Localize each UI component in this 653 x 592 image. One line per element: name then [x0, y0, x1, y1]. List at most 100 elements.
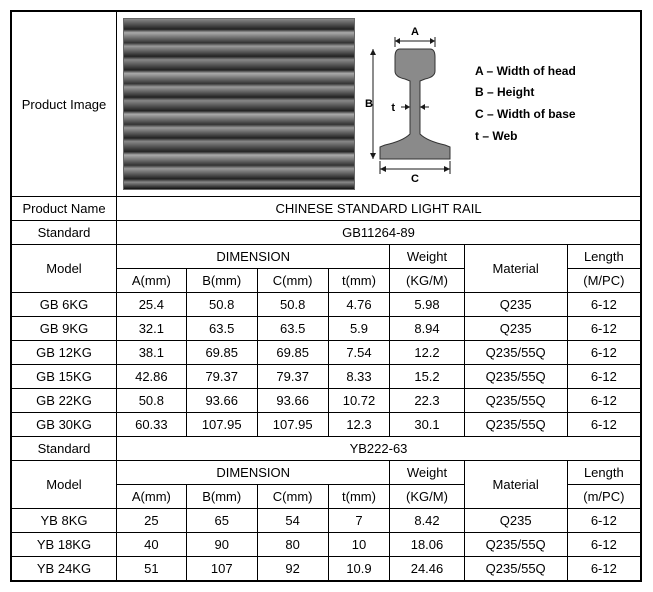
product-image-cell: A B t [117, 12, 641, 197]
standard1-row: Standard GB11264-89 [12, 221, 641, 245]
cell-model: GB 9KG [12, 317, 117, 341]
table-row: YB 24KG511079210.924.46Q235/55Q6-12 [12, 557, 641, 581]
col-t: t(mm) [328, 269, 390, 293]
cell-w: 22.3 [390, 389, 464, 413]
cell-w: 12.2 [390, 341, 464, 365]
cell-b: 69.85 [186, 341, 257, 365]
cell-len: 6-12 [567, 365, 640, 389]
col-t2: t(mm) [328, 485, 390, 509]
col-a: A(mm) [117, 269, 187, 293]
cell-len: 6-12 [567, 341, 640, 365]
cell-len: 6-12 [567, 389, 640, 413]
model-header: Model [12, 245, 117, 293]
cell-c: 79.37 [257, 365, 328, 389]
weight-header: Weight [390, 245, 464, 269]
cell-b: 93.66 [186, 389, 257, 413]
table-row: YB 18KG4090801018.06Q235/55Q6-12 [12, 533, 641, 557]
cell-w: 8.94 [390, 317, 464, 341]
cell-model: GB 6KG [12, 293, 117, 317]
cell-b: 107.95 [186, 413, 257, 437]
cell-c: 80 [257, 533, 328, 557]
cell-b: 90 [186, 533, 257, 557]
col-c: C(mm) [257, 269, 328, 293]
cell-len: 6-12 [567, 557, 640, 581]
cell-a: 32.1 [117, 317, 187, 341]
col-length-unit: (M/PC) [567, 269, 640, 293]
col-a2: A(mm) [117, 485, 187, 509]
weight-header2: Weight [390, 461, 464, 485]
cell-model: GB 22KG [12, 389, 117, 413]
product-image-row: Product Image A B [12, 12, 641, 197]
table-row: GB 9KG32.163.563.55.98.94Q2356-12 [12, 317, 641, 341]
col-c2: C(mm) [257, 485, 328, 509]
cell-t: 7.54 [328, 341, 390, 365]
material-header: Material [464, 245, 567, 293]
legend-a: A – Width of head [475, 61, 576, 83]
col-b2: B(mm) [186, 485, 257, 509]
table-row: GB 15KG42.8679.3779.378.3315.2Q235/55Q6-… [12, 365, 641, 389]
cell-c: 50.8 [257, 293, 328, 317]
legend-b: B – Height [475, 82, 576, 104]
cell-w: 24.46 [390, 557, 464, 581]
cell-b: 107 [186, 557, 257, 581]
cell-a: 25 [117, 509, 187, 533]
product-image-label: Product Image [12, 12, 117, 197]
diagram-label-b: B [365, 98, 373, 110]
product-name-label: Product Name [12, 197, 117, 221]
cell-model: GB 15KG [12, 365, 117, 389]
cell-a: 60.33 [117, 413, 187, 437]
legend-c: C – Width of base [475, 104, 576, 126]
diagram-label-a: A [411, 26, 419, 38]
cell-a: 25.4 [117, 293, 187, 317]
cell-t: 10.9 [328, 557, 390, 581]
cell-t: 10 [328, 533, 390, 557]
dimension-header: DIMENSION [117, 245, 390, 269]
cell-w: 30.1 [390, 413, 464, 437]
cell-model: YB 24KG [12, 557, 117, 581]
cell-len: 6-12 [567, 317, 640, 341]
cell-mat: Q235/55Q [464, 365, 567, 389]
cell-mat: Q235/55Q [464, 533, 567, 557]
cell-t: 12.3 [328, 413, 390, 437]
cell-mat: Q235 [464, 293, 567, 317]
material-header2: Material [464, 461, 567, 509]
cell-t: 7 [328, 509, 390, 533]
cell-len: 6-12 [567, 413, 640, 437]
product-name-row: Product Name CHINESE STANDARD LIGHT RAIL [12, 197, 641, 221]
cell-b: 65 [186, 509, 257, 533]
gb-header-row1: Model DIMENSION Weight Material Length [12, 245, 641, 269]
yb-header-row1: Model DIMENSION Weight Material Length [12, 461, 641, 485]
cell-c: 54 [257, 509, 328, 533]
cell-c: 92 [257, 557, 328, 581]
cell-a: 51 [117, 557, 187, 581]
cell-c: 107.95 [257, 413, 328, 437]
dimension-header2: DIMENSION [117, 461, 390, 485]
cell-t: 8.33 [328, 365, 390, 389]
spec-table: Product Image A B [11, 11, 641, 581]
cell-model: GB 12KG [12, 341, 117, 365]
cell-w: 15.2 [390, 365, 464, 389]
col-b: B(mm) [186, 269, 257, 293]
table-row: GB 22KG50.893.6693.6610.7222.3Q235/55Q6-… [12, 389, 641, 413]
diagram-label-t: t [391, 102, 395, 114]
cell-a: 40 [117, 533, 187, 557]
model-header2: Model [12, 461, 117, 509]
cell-w: 18.06 [390, 533, 464, 557]
rail-cross-section-diagram: A B t [365, 19, 465, 189]
cell-b: 50.8 [186, 293, 257, 317]
cell-model: YB 8KG [12, 509, 117, 533]
standard-label2: Standard [12, 437, 117, 461]
standard-label: Standard [12, 221, 117, 245]
cell-t: 4.76 [328, 293, 390, 317]
legend-t: t – Web [475, 126, 576, 148]
cell-c: 69.85 [257, 341, 328, 365]
cell-len: 6-12 [567, 533, 640, 557]
cell-w: 8.42 [390, 509, 464, 533]
col-length-unit2: (m/PC) [567, 485, 640, 509]
rails-photo [123, 18, 355, 190]
table-row: GB 30KG60.33107.95107.9512.330.1Q235/55Q… [12, 413, 641, 437]
product-name-value: CHINESE STANDARD LIGHT RAIL [117, 197, 641, 221]
cell-mat: Q235 [464, 509, 567, 533]
cell-mat: Q235/55Q [464, 557, 567, 581]
diagram-label-c: C [411, 173, 419, 185]
